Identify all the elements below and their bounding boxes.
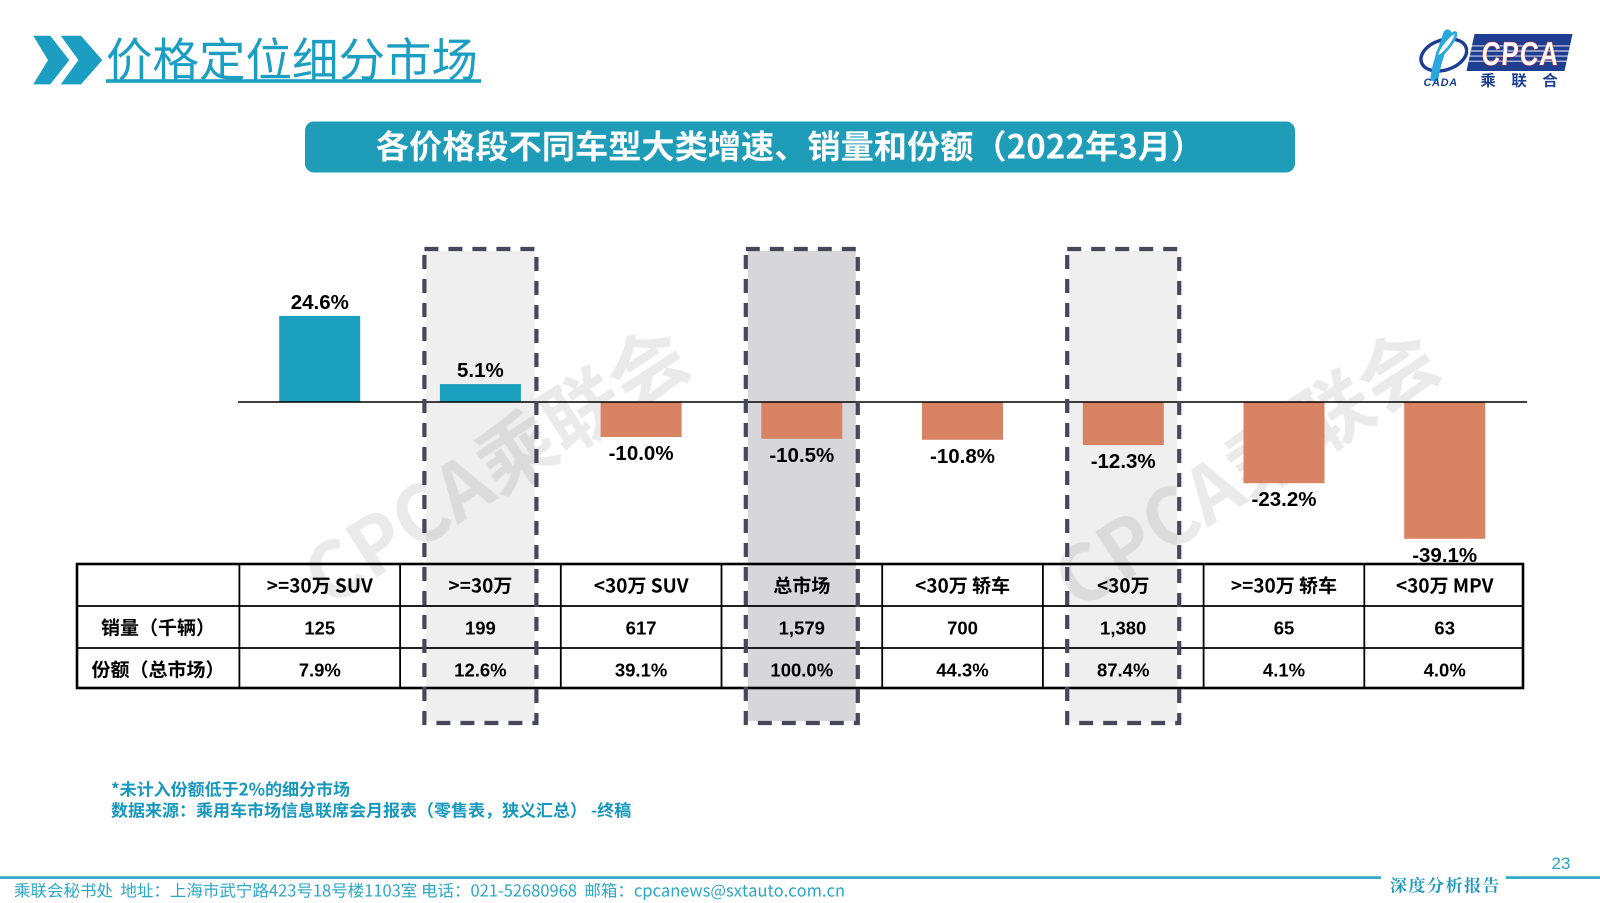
- svg-text:5.1%: 5.1%: [457, 359, 504, 382]
- svg-text:23: 23: [1552, 854, 1571, 873]
- svg-text:100.0%: 100.0%: [770, 660, 833, 681]
- svg-text:65: 65: [1274, 618, 1295, 639]
- svg-text:-10.8%: -10.8%: [930, 445, 995, 468]
- svg-text:44.3%: 44.3%: [936, 660, 988, 681]
- svg-text:39.1%: 39.1%: [615, 660, 667, 681]
- svg-text:-39.1%: -39.1%: [1412, 544, 1477, 567]
- svg-text:199: 199: [465, 618, 496, 639]
- svg-text:87.4%: 87.4%: [1097, 660, 1149, 681]
- svg-text:24.6%: 24.6%: [291, 291, 349, 314]
- svg-text:12.6%: 12.6%: [454, 660, 506, 681]
- svg-text:63: 63: [1434, 618, 1455, 639]
- svg-text:125: 125: [304, 618, 335, 639]
- svg-text:4.0%: 4.0%: [1424, 660, 1466, 681]
- svg-text:4.1%: 4.1%: [1263, 660, 1305, 681]
- svg-text:617: 617: [626, 618, 657, 639]
- svg-text:-23.2%: -23.2%: [1252, 488, 1317, 511]
- svg-text:CPCA: CPCA: [1480, 36, 1560, 73]
- svg-text:CADA: CADA: [1424, 77, 1458, 89]
- svg-text:-12.3%: -12.3%: [1091, 450, 1156, 473]
- svg-text:7.9%: 7.9%: [299, 660, 341, 681]
- svg-text:700: 700: [947, 618, 978, 639]
- svg-text:-10.0%: -10.0%: [609, 442, 674, 465]
- svg-text:-10.5%: -10.5%: [769, 444, 834, 467]
- svg-text:1,380: 1,380: [1100, 618, 1146, 639]
- svg-text:1,579: 1,579: [779, 618, 825, 639]
